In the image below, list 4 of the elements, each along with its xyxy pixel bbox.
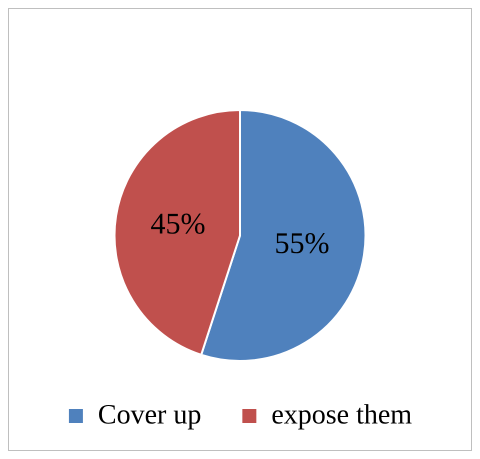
data-label: 55% bbox=[274, 227, 330, 260]
data-label: 45% bbox=[150, 208, 206, 241]
legend-label: Cover up bbox=[98, 399, 202, 430]
legend-label: expose them bbox=[271, 399, 412, 430]
